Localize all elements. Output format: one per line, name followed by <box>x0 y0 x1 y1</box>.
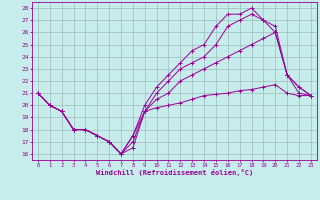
X-axis label: Windchill (Refroidissement éolien,°C): Windchill (Refroidissement éolien,°C) <box>96 169 253 176</box>
